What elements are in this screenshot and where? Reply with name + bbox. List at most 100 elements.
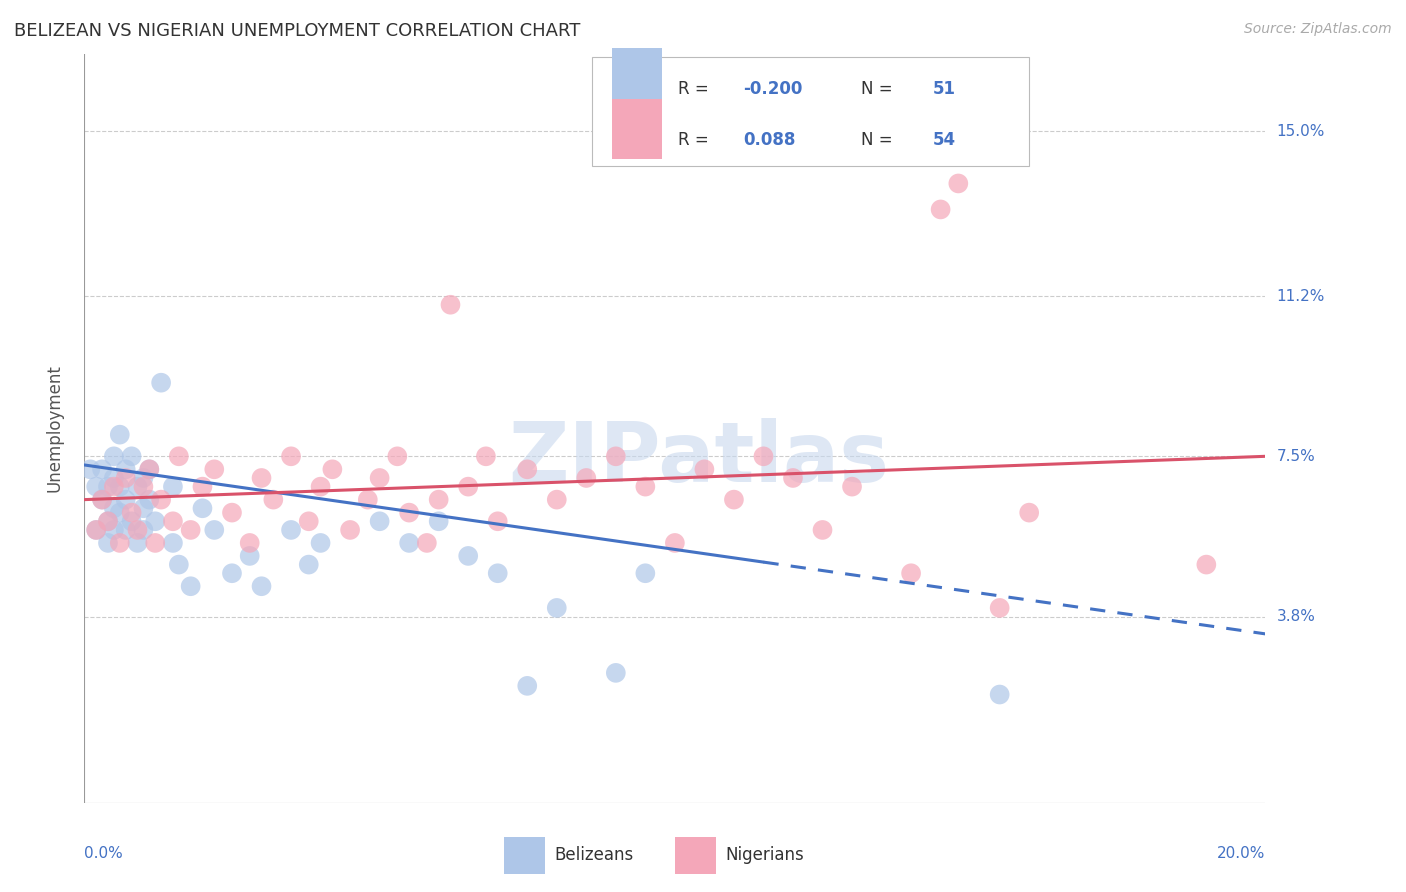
Point [239,549,262,563]
Point [114,492,136,507]
Point [143,536,166,550]
Point [693,462,716,476]
Point [108,506,131,520]
Point [929,202,952,217]
Point [516,679,538,693]
Point [97,514,120,528]
Point [339,523,361,537]
Bar [675,837,716,874]
Text: -0.200: -0.200 [744,80,803,98]
Text: 0.0%: 0.0% [84,847,124,861]
Point [309,536,332,550]
Point [239,536,262,550]
Point [121,506,143,520]
Text: 15.0%: 15.0% [1277,124,1324,139]
Point [150,492,173,507]
Point [127,523,149,537]
Point [167,450,190,464]
Point [91,492,114,507]
Point [191,480,214,494]
Point [162,514,184,528]
Point [180,579,202,593]
Text: 51: 51 [932,80,955,98]
Point [162,480,184,494]
Point [427,492,450,507]
Point [457,480,479,494]
Point [357,492,380,507]
Point [138,492,160,507]
Point [280,523,302,537]
Text: 3.8%: 3.8% [1277,609,1316,624]
Point [150,376,173,390]
Text: N =: N = [862,80,898,98]
Point [91,462,114,476]
Text: Source: ZipAtlas.com: Source: ZipAtlas.com [1244,22,1392,37]
Text: R =: R = [679,80,714,98]
Point [321,462,343,476]
Text: Unemployment: Unemployment [46,364,63,492]
Point [439,298,461,312]
Point [103,480,125,494]
Point [546,492,568,507]
Point [84,523,107,537]
Bar [612,48,662,108]
Point [114,523,136,537]
Point [948,177,970,191]
FancyBboxPatch shape [592,57,1029,166]
Point [298,558,321,572]
Point [103,471,125,485]
Point [475,450,498,464]
Point [988,688,1011,702]
Text: 0.088: 0.088 [744,131,796,149]
Point [103,450,125,464]
Point [138,462,160,476]
Point [900,566,922,581]
Point [114,462,136,476]
Point [103,523,125,537]
Point [202,462,225,476]
Point [250,471,273,485]
Text: 7.5%: 7.5% [1277,449,1315,464]
Text: 54: 54 [932,131,956,149]
Point [79,462,101,476]
Point [97,514,120,528]
Point [103,501,125,516]
Point [811,523,834,537]
Point [398,506,420,520]
Point [752,450,775,464]
Point [605,450,627,464]
Point [280,450,302,464]
Point [398,536,420,550]
Point [221,506,243,520]
Point [132,501,155,516]
Point [84,480,107,494]
Point [132,471,155,485]
Point [309,480,332,494]
Text: 20.0%: 20.0% [1218,847,1265,861]
Point [132,523,155,537]
Point [250,579,273,593]
Point [634,566,657,581]
Text: Belizeans: Belizeans [554,847,634,864]
Point [723,492,745,507]
Point [427,514,450,528]
Point [516,462,538,476]
Point [108,536,131,550]
Point [202,523,225,537]
Point [634,480,657,494]
Text: N =: N = [862,131,898,149]
Point [1018,506,1040,520]
Point [575,471,598,485]
Point [298,514,321,528]
Point [108,480,131,494]
Point [84,523,107,537]
Point [988,601,1011,615]
Point [546,601,568,615]
Point [782,471,804,485]
Point [368,471,391,485]
Point [121,450,143,464]
Point [138,462,160,476]
Point [143,514,166,528]
Point [132,480,155,494]
Text: R =: R = [679,131,714,149]
